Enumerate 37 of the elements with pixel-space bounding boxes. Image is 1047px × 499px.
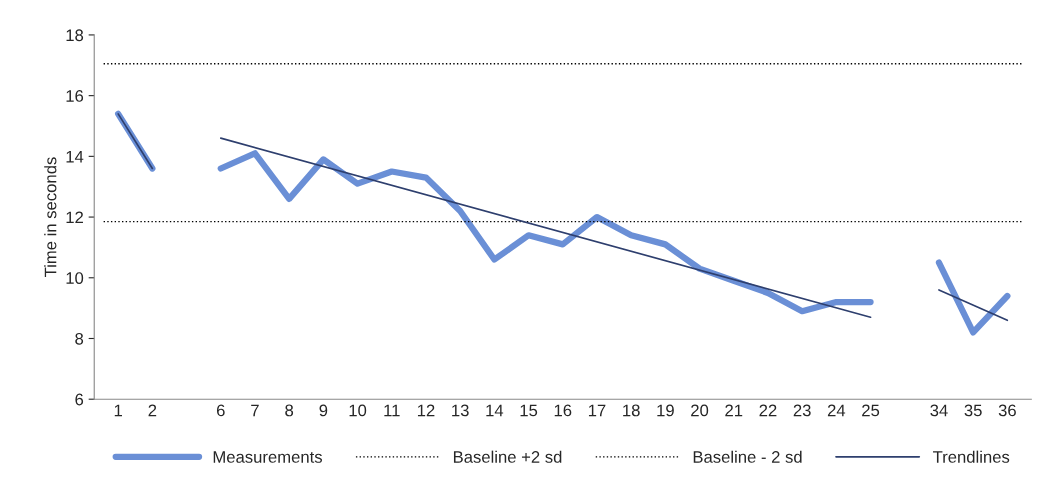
y-tick-label: 12 (66, 211, 83, 224)
x-tick-label: 17 (588, 404, 606, 417)
x-tick-label: 24 (827, 404, 846, 417)
y-tick-label: 10 (66, 272, 84, 284)
x-tick-label: 9 (319, 404, 328, 417)
x-tick-label: 25 (862, 404, 880, 417)
x-tick-label: 19 (657, 404, 674, 417)
x-tick-label: 23 (793, 404, 811, 417)
x-tick-label: 14 (486, 404, 504, 417)
legend-label: Trendlines (933, 450, 1010, 463)
y-tick-label: 14 (66, 150, 84, 163)
x-tick-label: 36 (998, 404, 1016, 417)
y-tick-label: 18 (66, 29, 84, 42)
x-tick-label: 13 (452, 404, 469, 417)
x-tick-label: 6 (216, 404, 225, 417)
x-tick-label: 8 (285, 404, 294, 417)
legend-label: Measurements (213, 451, 322, 463)
x-tick-label: 1 (114, 404, 122, 417)
y-tick-label: 16 (66, 90, 84, 102)
x-tick-label: 16 (554, 404, 572, 417)
x-tick-label: 12 (417, 404, 435, 417)
x-tick-label: 10 (349, 404, 367, 417)
legend-label: Baseline - 2 sd (693, 450, 802, 463)
y-tick-label: 6 (75, 393, 84, 406)
x-tick-label: 21 (725, 404, 743, 417)
x-tick-label: 35 (964, 404, 982, 417)
legend-label: Baseline +2 sd (453, 450, 562, 463)
x-tick-label: 22 (759, 404, 777, 417)
x-tick-label: 18 (623, 404, 640, 417)
y-axis-title: Time in seconds (44, 157, 57, 278)
x-tick-label: 2 (148, 404, 157, 417)
x-tick-label: 7 (251, 404, 259, 417)
x-tick-label: 15 (520, 404, 538, 417)
y-tick-label: 8 (75, 332, 84, 345)
x-tick-label: 34 (930, 404, 948, 417)
x-tick-label: 11 (384, 404, 400, 417)
x-tick-label: 20 (691, 404, 709, 417)
